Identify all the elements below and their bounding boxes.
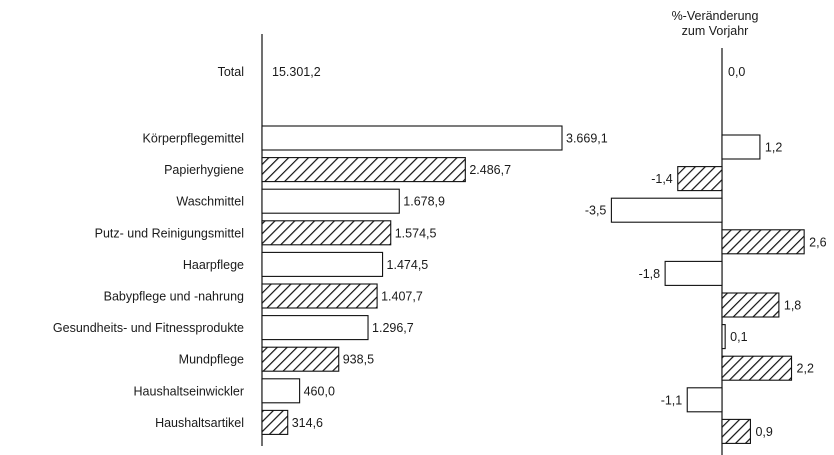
value-bar bbox=[262, 126, 562, 150]
change-bar bbox=[611, 198, 722, 222]
change-label: -1,8 bbox=[639, 267, 661, 281]
change-label: 1,8 bbox=[784, 299, 801, 313]
category-label: Gesundheits- und Fitnessprodukte bbox=[53, 321, 244, 335]
value-bar bbox=[262, 379, 300, 403]
value-label: 460,0 bbox=[304, 384, 335, 398]
total-change-label: 0,0 bbox=[728, 65, 745, 79]
change-label: 1,2 bbox=[765, 141, 782, 155]
category-label: Papierhygiene bbox=[164, 163, 244, 177]
value-label: 1.407,7 bbox=[381, 290, 423, 304]
value-label: 1.574,5 bbox=[395, 226, 437, 240]
value-label: 2.486,7 bbox=[469, 163, 511, 177]
value-bar bbox=[262, 189, 399, 213]
category-label: Körperpflegemittel bbox=[143, 132, 244, 146]
category-label: Putz- und Reinigungsmittel bbox=[95, 226, 244, 240]
change-label: 0,9 bbox=[755, 425, 772, 439]
change-bar bbox=[722, 135, 760, 159]
change-bar bbox=[722, 230, 804, 254]
left-bars: Körperpflegemittel 3.669,1 Papierhygiene 2.… bbox=[53, 126, 608, 434]
value-label: 1.296,7 bbox=[372, 321, 414, 335]
total-label: Total bbox=[218, 65, 244, 79]
category-label: Babypflege und -nahrung bbox=[104, 290, 244, 304]
category-label: Mundpflege bbox=[179, 353, 244, 367]
category-label: Haarpflege bbox=[183, 258, 244, 272]
value-label: 314,6 bbox=[292, 416, 323, 430]
change-bar bbox=[722, 356, 792, 380]
change-label: -1,4 bbox=[651, 172, 673, 186]
change-bar bbox=[722, 325, 725, 349]
value-label: 1.474,5 bbox=[387, 258, 429, 272]
change-label: 2,2 bbox=[797, 362, 814, 376]
value-bar bbox=[262, 252, 383, 276]
change-bar bbox=[665, 261, 722, 285]
value-bar bbox=[262, 347, 339, 371]
value-label: 1.678,9 bbox=[403, 195, 445, 209]
value-bar bbox=[262, 316, 368, 340]
total-row: Total 15.301,2 0,0 bbox=[218, 65, 746, 79]
value-bar bbox=[262, 284, 377, 308]
value-label: 3.669,1 bbox=[566, 132, 608, 146]
change-bar bbox=[722, 293, 779, 317]
right-bars: 1,2 -1,4 -3,5 2,6 -1,8 1,8 0,1 2,2 -1,1 0,9 bbox=[585, 135, 827, 443]
total-value-label: 15.301,2 bbox=[272, 65, 321, 79]
change-label: -3,5 bbox=[585, 204, 607, 218]
value-bar bbox=[262, 410, 288, 434]
value-label: 938,5 bbox=[343, 353, 374, 367]
value-bar bbox=[262, 158, 465, 182]
right-title-line: zum Vorjahr bbox=[682, 24, 749, 38]
change-label: 2,6 bbox=[809, 235, 826, 249]
value-bar bbox=[262, 221, 391, 245]
change-bar bbox=[678, 167, 722, 191]
change-bar bbox=[722, 419, 750, 443]
category-label: Waschmittel bbox=[176, 195, 244, 209]
right-title-line: %-Veränderung bbox=[672, 9, 759, 23]
change-bar bbox=[687, 388, 722, 412]
change-label: 0,1 bbox=[730, 330, 747, 344]
category-label: Haushaltsartikel bbox=[155, 416, 244, 430]
category-label: Haushaltseinwickler bbox=[134, 384, 244, 398]
change-label: -1,1 bbox=[661, 393, 683, 407]
